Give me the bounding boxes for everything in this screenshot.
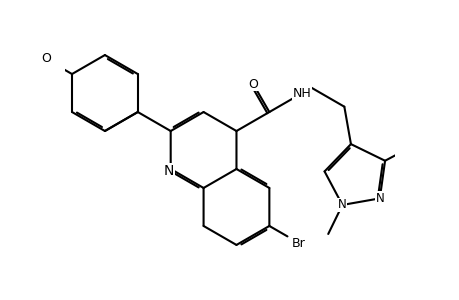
Text: NH: NH: [292, 86, 311, 100]
Text: Br: Br: [291, 236, 305, 250]
Text: N: N: [337, 199, 346, 212]
Text: N: N: [163, 164, 174, 178]
Text: N: N: [375, 192, 383, 205]
Text: O: O: [248, 78, 257, 91]
Text: O: O: [41, 52, 50, 65]
